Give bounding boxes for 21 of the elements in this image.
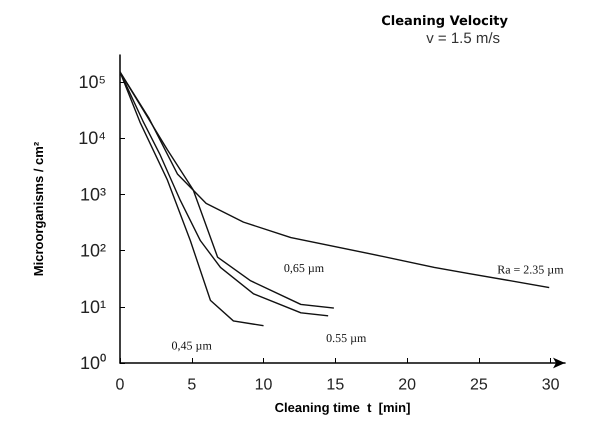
chart-title: Cleaning Velocity [381,14,509,29]
y-tick-label: 10² [80,240,106,261]
x-tick-label: 15 [326,376,344,394]
series-label: 0.55 µm [326,330,368,345]
y-tick-label: 10⁴ [78,128,106,148]
x-tick-label: 0 [116,376,125,394]
x-tick-label: 25 [470,376,488,394]
x-axis-title: Cleaning time t [min] [274,400,410,415]
x-tick-label: 5 [187,376,196,394]
x-tick-label: 20 [398,376,416,394]
y-tick-label: 10¹ [80,296,106,317]
x-tick-label: 10 [254,376,273,394]
x-tick-label: 30 [542,376,560,394]
y-tick-label: 10⁵ [78,72,106,92]
series-label: Ra = 2.35 µm [497,262,564,277]
y-tick-label: 10³ [80,184,106,204]
y-tick-label: 10⁰ [80,353,106,373]
y-axis-title: Microorganisms / cm² [31,141,46,276]
chart-subtitle: v = 1.5 m/s [426,30,500,47]
text: 0,45 µm [172,338,212,353]
series-label: 0,65 µm [284,261,325,276]
